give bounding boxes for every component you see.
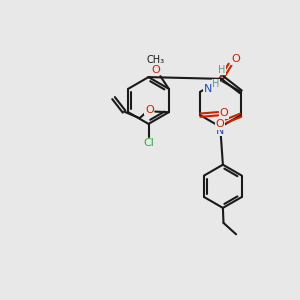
Text: Cl: Cl (143, 138, 154, 148)
Text: O: O (220, 108, 229, 118)
Text: N: N (204, 84, 212, 94)
Text: O: O (151, 64, 160, 75)
Text: O: O (231, 54, 240, 64)
Text: H: H (212, 79, 220, 89)
Text: Cl: Cl (143, 138, 154, 148)
Text: H: H (212, 79, 220, 89)
Text: CH₃: CH₃ (146, 55, 164, 65)
Text: N: N (216, 126, 225, 136)
Text: O: O (220, 108, 229, 118)
Text: CH₃: CH₃ (146, 55, 164, 65)
Text: H: H (218, 65, 225, 75)
Text: O: O (231, 54, 240, 64)
Text: O: O (215, 119, 224, 129)
Text: H: H (218, 65, 225, 75)
Text: O: O (145, 105, 154, 115)
Text: O: O (151, 64, 160, 75)
Text: N: N (216, 126, 225, 136)
Text: O: O (215, 119, 224, 129)
Text: N: N (204, 84, 212, 94)
Text: O: O (145, 105, 154, 115)
